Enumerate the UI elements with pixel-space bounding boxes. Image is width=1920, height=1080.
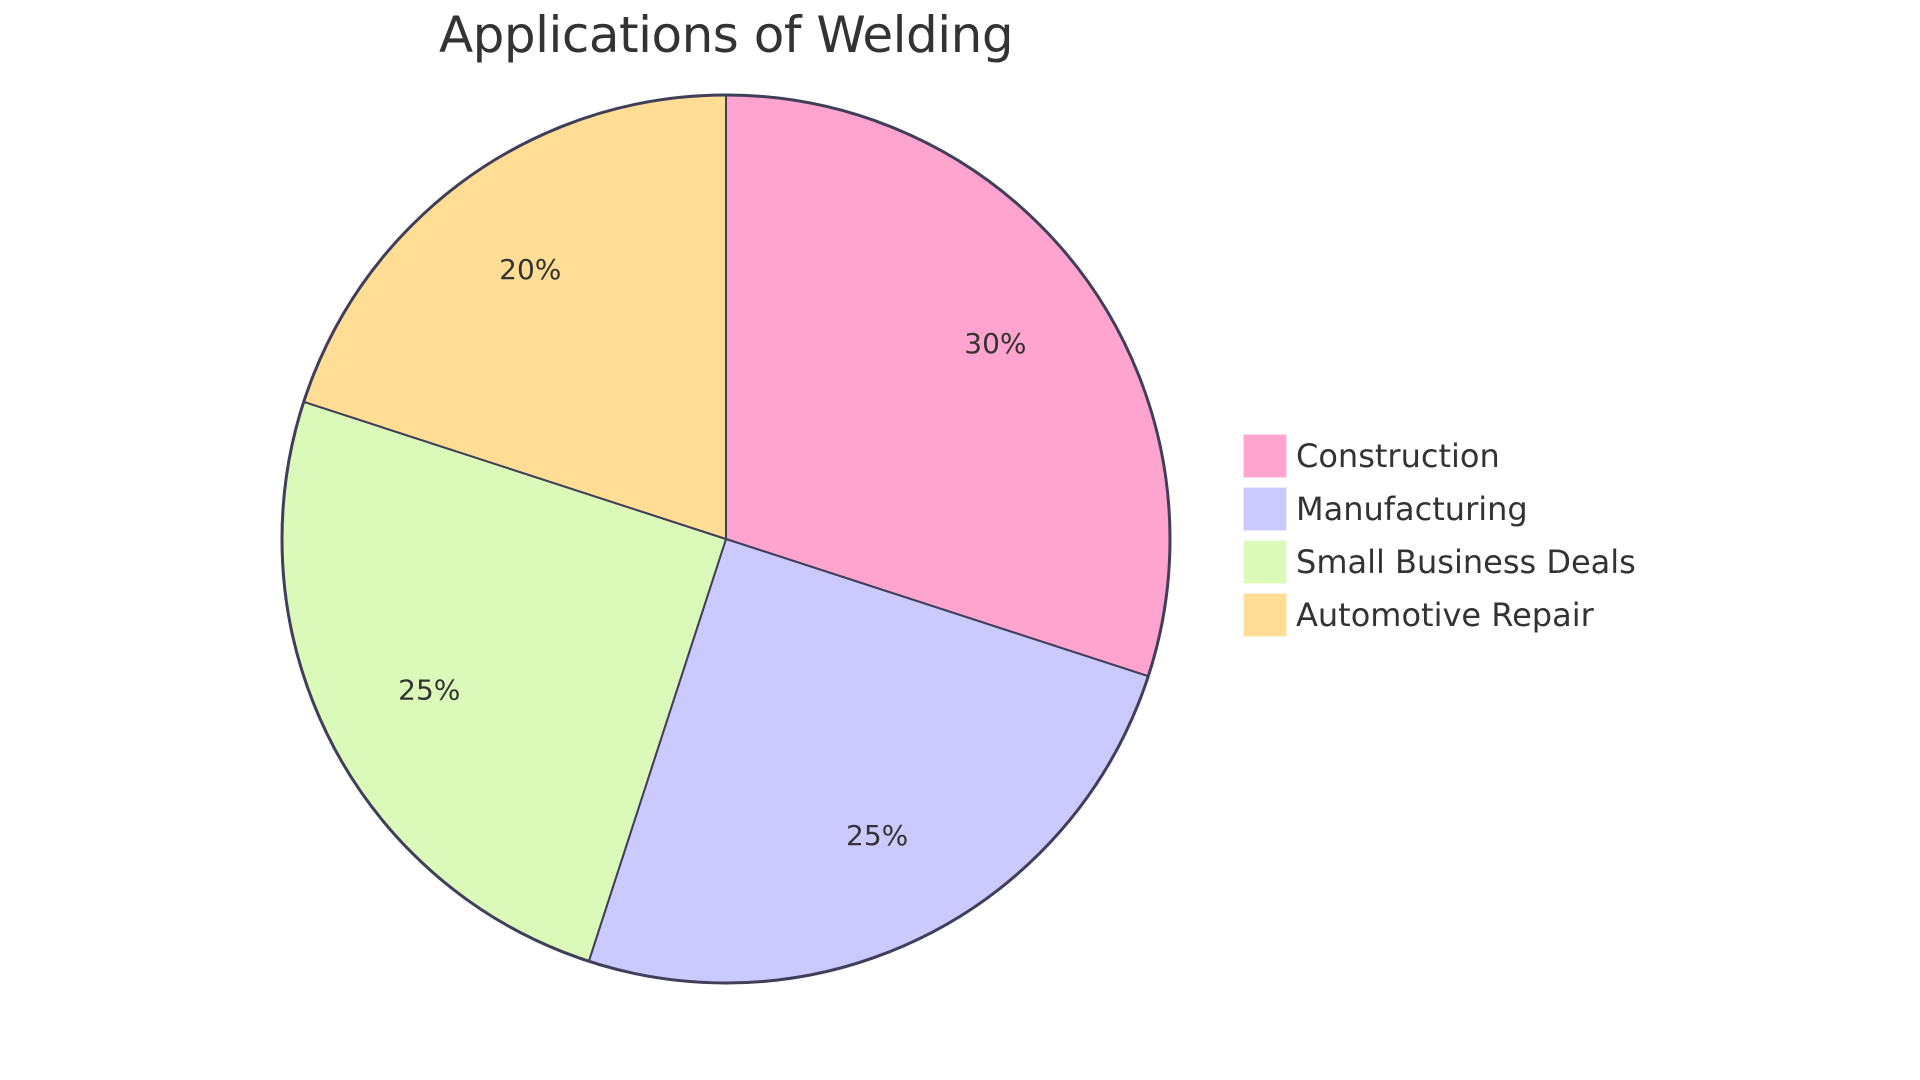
slice-percent-label-construction: 30% — [964, 327, 1026, 360]
legend-item-manufacturing: Manufacturing — [1243, 486, 1636, 532]
legend-label: Manufacturing — [1296, 490, 1528, 528]
legend-label: Small Business Deals — [1296, 543, 1636, 581]
slice-percent-label-manufacturing: 25% — [846, 819, 908, 852]
legend-swatch-small-business-deals — [1243, 540, 1287, 584]
pie-slices — [280, 93, 1172, 985]
legend-item-automotive-repair: Automotive Repair — [1243, 592, 1636, 638]
legend-swatch-automotive-repair — [1243, 593, 1287, 637]
pie-outline — [280, 93, 1172, 985]
legend-swatch-manufacturing — [1243, 487, 1287, 531]
slice-percent-label-automotive-repair: 20% — [499, 253, 561, 286]
legend-item-small-business-deals: Small Business Deals — [1243, 539, 1636, 585]
slice-percent-label-small-business-deals: 25% — [398, 674, 460, 707]
chart-title: Applications of Welding — [438, 6, 1014, 64]
legend-label: Automotive Repair — [1296, 596, 1594, 634]
legend-label: Construction — [1296, 437, 1500, 475]
legend: Construction Manufacturing Small Busines… — [1243, 433, 1636, 645]
pie-slice-labels: 30% 25% 25% 20% — [398, 253, 1026, 852]
legend-swatch-construction — [1243, 434, 1287, 478]
legend-item-construction: Construction — [1243, 433, 1636, 479]
